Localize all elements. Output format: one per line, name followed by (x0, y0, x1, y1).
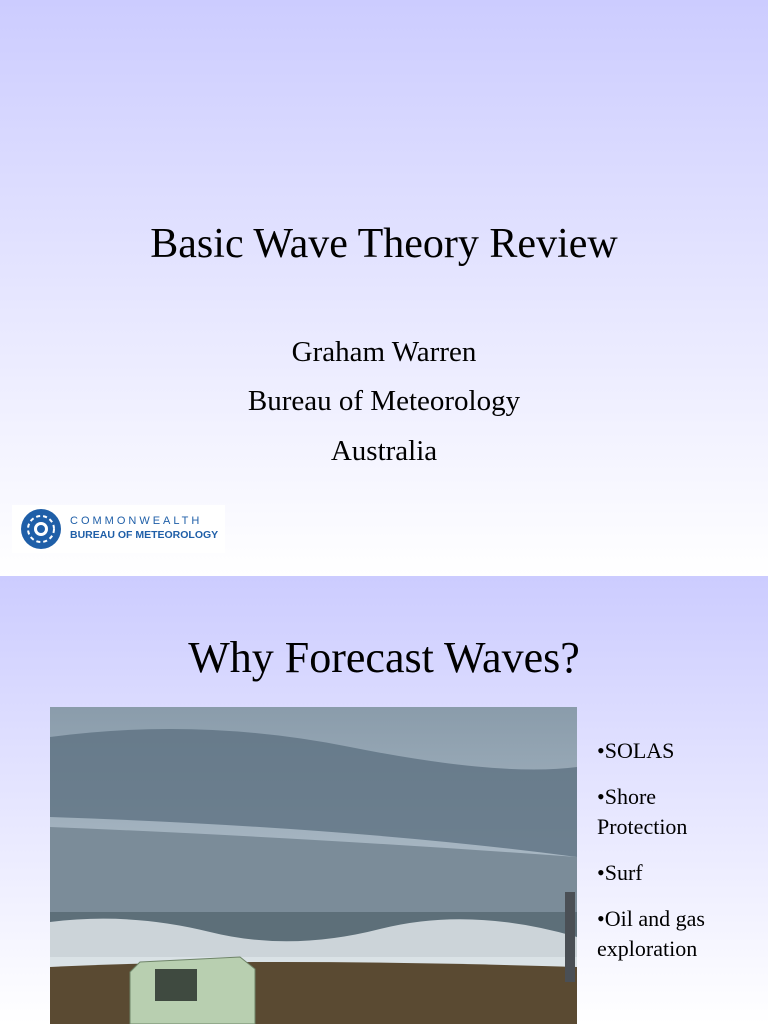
slide: Basic Wave Theory Review Graham Warren B… (0, 0, 768, 576)
subtitle-line: Graham Warren (291, 336, 477, 368)
bullet: •Oil and gas exploration (597, 906, 705, 961)
bullet: •Surf (597, 860, 643, 885)
slide: Why Forecast Waves? •SOLAS •Shore Protec… (0, 576, 768, 1024)
logo-icon (21, 509, 61, 549)
bullet: •Shore Protection (597, 784, 688, 839)
subtitle-line: Australia (330, 435, 438, 467)
logo: COMMONWEALTH BUREAU OF METEOROLOGY (12, 505, 225, 553)
photo (50, 707, 577, 1024)
slide-title: Basic Wave Theory Review (150, 221, 618, 267)
slide-title: Why Forecast Waves? (188, 633, 580, 682)
logo-text: BUREAU OF METEOROLOGY (70, 529, 219, 541)
subtitle-line: Bureau of Meteorology (247, 385, 521, 417)
logo-text: COMMONWEALTH (70, 515, 203, 527)
bullet-list: •SOLAS •Shore Protection •Surf •Oil and … (597, 736, 747, 980)
bullet: •SOLAS (597, 738, 675, 763)
